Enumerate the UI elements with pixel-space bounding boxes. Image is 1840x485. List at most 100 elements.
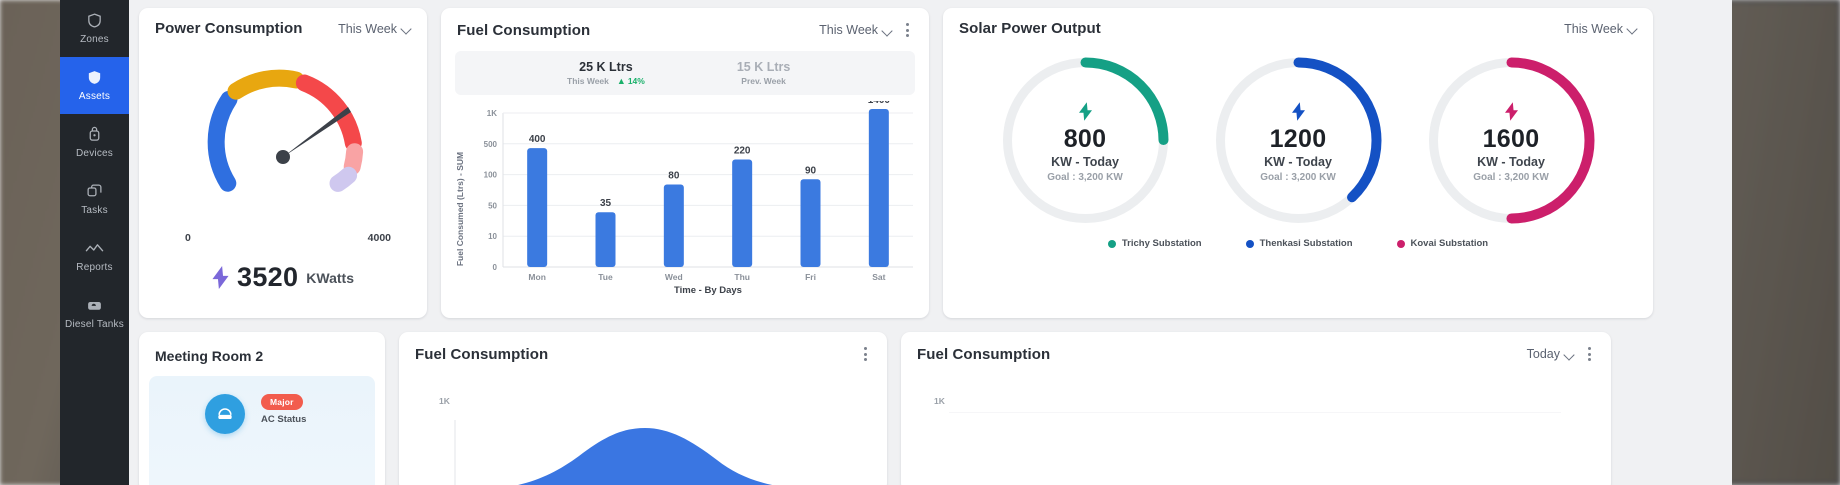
chart-bar[interactable]	[800, 179, 821, 267]
chart-y-tick: 100	[484, 171, 498, 180]
fuel-period-label: This Week	[819, 23, 878, 37]
sidebar-item-label: Tasks	[81, 205, 108, 216]
chevron-down-icon	[402, 24, 411, 33]
chart-y-axis-label: Fuel Consumed (Ltrs) - SUM	[455, 152, 465, 266]
fuel-consumption-card: Fuel Consumption This Week 25 K Ltrs Thi…	[441, 8, 929, 318]
gauge-min-label: 0	[185, 232, 191, 244]
gauge-segment-salmon	[343, 143, 364, 176]
power-period-selector[interactable]: This Week	[338, 22, 411, 36]
ring-gauge-svg	[1002, 57, 1168, 224]
fuel-delta-value: 14%	[627, 76, 645, 86]
chart-x-tick: Sat	[872, 272, 885, 282]
legend-dot-icon	[1396, 239, 1405, 248]
solar-ring-trichy: 800 KW - Today Goal : 3,200 KW	[998, 53, 1173, 228]
fuel-period-selector[interactable]: This Week	[819, 23, 892, 37]
sidebar: Zones Assets Devices	[60, 0, 129, 485]
status-badge: Major	[261, 394, 303, 410]
dashboard-row-1: Power Consumption This Week	[139, 8, 1722, 318]
chart-bar-value-label: 220	[734, 146, 751, 157]
fuel-card-more-button[interactable]	[902, 20, 913, 40]
fuel-summary-strip: 25 K Ltrs This Week ▲ 14% 15 K Ltrs Prev…	[455, 51, 915, 95]
device-icon	[86, 126, 103, 143]
bolt-icon	[1504, 102, 1518, 121]
gauge-svg	[207, 69, 364, 192]
fuel-bar-chart-svg: Fuel Consumed (Ltrs) - SUM 0 10 50 100 500 1K…	[455, 101, 913, 296]
solar-ring-thenkasi: 1200 KW - Today Goal : 3,200 KW	[1211, 53, 1386, 228]
gauge-needle	[276, 107, 351, 164]
chart-bar-value-label: 1400	[868, 101, 891, 106]
legend-label: Thenkasi Substation	[1259, 238, 1353, 249]
gauge-segment-red	[295, 74, 362, 152]
sidebar-item-assets[interactable]: Assets	[60, 57, 129, 114]
chart-y-tick: 500	[484, 140, 498, 149]
solar-card-title: Solar Power Output	[959, 20, 1101, 37]
dashboard-content: Power Consumption This Week	[129, 0, 1732, 485]
chart-x-tick: Mon	[528, 272, 545, 282]
power-total-value: 3520	[237, 262, 299, 292]
chart-bar-value-label: 35	[600, 198, 612, 209]
gauge-segment-amber	[227, 69, 305, 100]
sidebar-item-label: Assets	[78, 91, 111, 102]
line-chart-icon	[85, 240, 104, 257]
ring-value: 1600	[1482, 125, 1540, 153]
ring-center-thenkasi: 1200 KW - Today Goal : 3,200 KW	[1211, 53, 1386, 228]
tasks-icon	[86, 183, 103, 200]
ring-center-kovai: 1600 KW - Today Goal : 3,200 KW	[1424, 53, 1599, 228]
fuel3-period-selector[interactable]: Today	[1527, 347, 1574, 361]
chart-y-tick: 0	[493, 263, 498, 272]
fuel2-y-axis-top-label: 1K	[439, 396, 450, 406]
solar-ring-kovai: 1600 KW - Today Goal : 3,200 KW	[1424, 53, 1599, 228]
chart-bar[interactable]	[732, 159, 753, 267]
chart-y-tick: 10	[488, 232, 497, 241]
fuel-previous-label: Prev. Week	[741, 76, 786, 86]
fuel-card-title: Fuel Consumption	[457, 21, 591, 39]
ring-gauge-svg	[1428, 57, 1594, 224]
arrow-up-icon: ▲	[616, 75, 626, 86]
chart-bar[interactable]	[595, 212, 616, 267]
chart-bar[interactable]	[663, 184, 684, 267]
legend-item-trichy: Trichy Substation	[1107, 238, 1202, 249]
solar-period-selector[interactable]: This Week	[1564, 22, 1637, 36]
dashboard-row-2: Meeting Room 2 Major AC Status Fuel Cons…	[139, 332, 1722, 485]
fuel3-card-more-button[interactable]	[1584, 344, 1595, 364]
gauge-max-label: 4000	[367, 232, 391, 244]
shield-outline-icon	[86, 12, 103, 29]
chart-bar-value-label: 90	[805, 165, 817, 176]
chart-y-tick: 50	[488, 201, 497, 210]
chevron-down-icon	[1565, 350, 1574, 359]
fuel2-card-more-button[interactable]	[860, 344, 871, 364]
fuel-current-week: 25 K Ltrs This Week ▲ 14%	[567, 60, 645, 86]
fuel3-card-header: Fuel Consumption Today	[901, 332, 1611, 364]
ring-goal: Goal : 3,200 KW	[1473, 172, 1549, 183]
meeting-room-card: Meeting Room 2 Major AC Status	[139, 332, 385, 485]
sidebar-item-diesel-tanks[interactable]: Diesel Tanks	[60, 285, 129, 342]
sidebar-item-reports[interactable]: Reports	[60, 228, 129, 285]
gauge-segment-lavender	[329, 166, 358, 192]
chart-x-tick: Wed	[665, 272, 683, 282]
power-consumption-card: Power Consumption This Week	[139, 8, 427, 318]
fuel3-y-axis-top-label: 1K	[934, 396, 945, 406]
ring-value: 1200	[1269, 125, 1327, 153]
app-window: Zones Assets Devices	[60, 0, 1732, 485]
fuel-card-header: Fuel Consumption This Week	[441, 8, 929, 40]
sidebar-item-zones[interactable]: Zones	[60, 0, 129, 57]
ring-value: 800	[1063, 125, 1107, 153]
sidebar-item-devices[interactable]: Devices	[60, 114, 129, 171]
legend-label: Kovai Substation	[1410, 238, 1489, 249]
ring-gauge-svg	[1215, 57, 1381, 224]
chart-bar[interactable]	[527, 148, 548, 267]
chart-bar[interactable]	[868, 109, 889, 267]
chart-x-tick: Fri	[805, 272, 816, 282]
chart-bar-value-label: 80	[668, 171, 680, 182]
ring-unit: KW - Today	[1051, 155, 1119, 169]
solar-power-output-card: Solar Power Output This Week	[943, 8, 1653, 318]
legend-dot-icon	[1245, 239, 1254, 248]
fuel-delta: ▲ 14%	[617, 76, 645, 86]
fuel3-period-label: Today	[1526, 347, 1560, 361]
bolt-icon	[212, 266, 229, 289]
shield-filled-icon	[86, 69, 103, 86]
fuel-previous-value: 15 K Ltrs	[736, 60, 791, 74]
legend-item-kovai: Kovai Substation	[1396, 238, 1489, 249]
power-total: 3520 KWatts	[139, 262, 427, 293]
sidebar-item-tasks[interactable]: Tasks	[60, 171, 129, 228]
